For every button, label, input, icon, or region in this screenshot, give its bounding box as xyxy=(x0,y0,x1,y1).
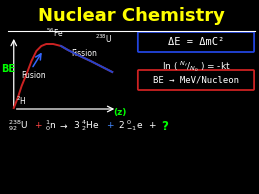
Text: Fission: Fission xyxy=(72,49,98,59)
Text: $^{2}$H: $^{2}$H xyxy=(16,95,27,107)
Text: ?: ? xyxy=(162,120,168,133)
Text: +: + xyxy=(106,121,114,131)
Text: BE: BE xyxy=(1,64,15,74)
Text: $^{238}$U: $^{238}$U xyxy=(96,33,113,45)
Text: (z): (z) xyxy=(113,108,127,118)
Text: →: → xyxy=(59,121,67,131)
Text: +: + xyxy=(34,121,41,131)
Text: $^{1}_{0}$n: $^{1}_{0}$n xyxy=(45,119,57,133)
Text: Fusion: Fusion xyxy=(21,72,46,81)
Text: +: + xyxy=(148,121,155,131)
Text: $^{238}_{92}$U: $^{238}_{92}$U xyxy=(8,119,28,133)
Text: ΔE = ΔmC²: ΔE = ΔmC² xyxy=(168,37,224,47)
Text: 2 $^{0}_{-1}$e: 2 $^{0}_{-1}$e xyxy=(118,119,143,133)
Text: ln ( $^{N_f}/_{N_0}$ ) = -kt: ln ( $^{N_f}/_{N_0}$ ) = -kt xyxy=(162,60,230,74)
Text: $^{56}$Fe: $^{56}$Fe xyxy=(46,27,64,39)
Text: 3 $^{4}_{2}$He: 3 $^{4}_{2}$He xyxy=(73,119,100,133)
Text: Nuclear Chemistry: Nuclear Chemistry xyxy=(38,7,225,25)
Text: BE → MeV/Nucleon: BE → MeV/Nucleon xyxy=(153,75,239,85)
